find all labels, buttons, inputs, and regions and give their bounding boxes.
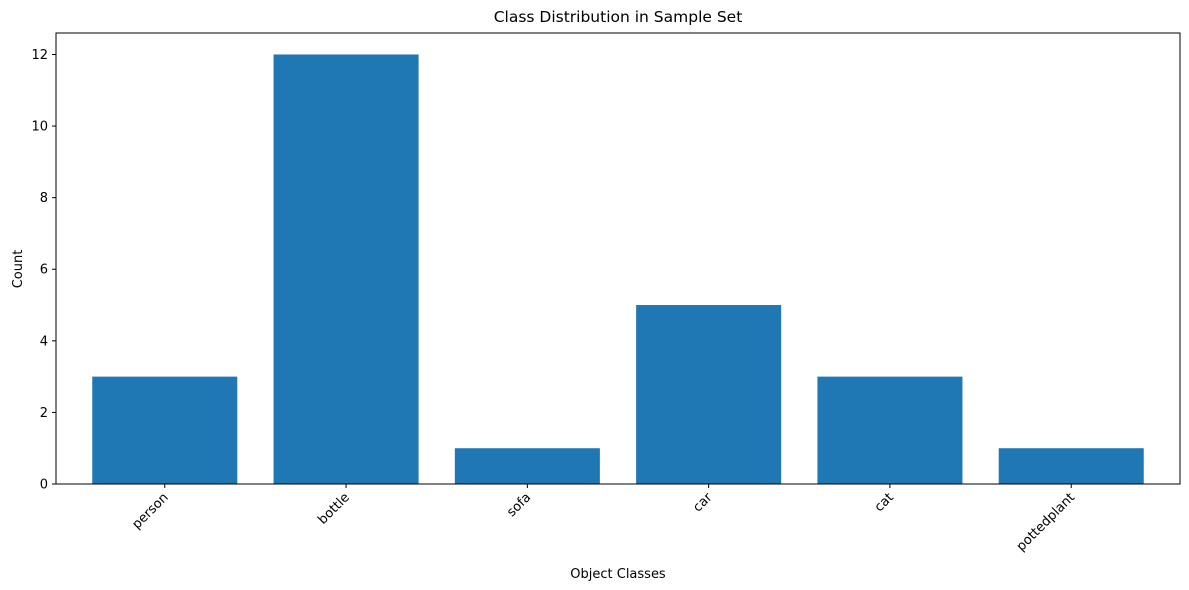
- bars: [92, 54, 1144, 484]
- bar-car: [636, 305, 782, 484]
- plot-frame: [55, 32, 1181, 485]
- y-axis-label: Count: [11, 250, 26, 289]
- y-tick-label: 2: [40, 406, 48, 421]
- x-tick-label-cat: cat: [872, 490, 897, 515]
- bar-person: [92, 376, 238, 484]
- y-axis-ticks: 0 2 4 6 8 10 12: [31, 48, 56, 493]
- y-tick-label: 12: [31, 48, 48, 63]
- chart-title: Class Distribution in Sample Set: [494, 8, 743, 26]
- y-tick-label: 8: [40, 191, 48, 206]
- y-tick-label: 0: [40, 478, 48, 493]
- y-tick-label: 6: [40, 263, 48, 278]
- axes: [55, 32, 1181, 485]
- x-tick-label-pottedplant: pottedplant: [1014, 490, 1078, 554]
- x-tick-label-sofa: sofa: [504, 490, 534, 520]
- bar-bottle: [273, 54, 419, 484]
- x-axis-ticks: person bottle sofa car cat pottedplant: [129, 484, 1078, 554]
- bar-pottedplant: [998, 448, 1144, 484]
- x-tick-label-bottle: bottle: [315, 490, 352, 527]
- x-axis-label: Object Classes: [570, 567, 666, 582]
- bar-cat: [817, 376, 963, 484]
- y-tick-label: 4: [40, 334, 48, 349]
- x-tick-label-car: car: [690, 490, 716, 516]
- x-tick-label-person: person: [129, 490, 171, 532]
- y-tick-label: 10: [31, 120, 48, 135]
- bar-sofa: [454, 448, 600, 484]
